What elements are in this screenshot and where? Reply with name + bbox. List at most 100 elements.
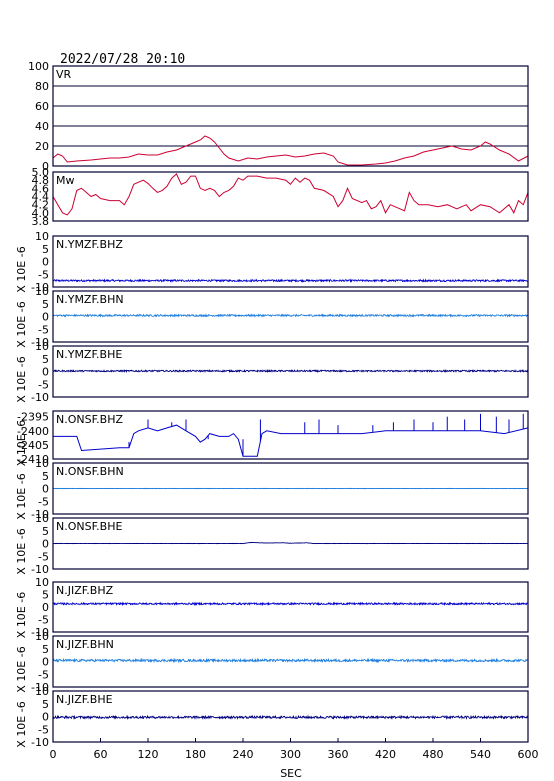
panel-frame	[52, 462, 529, 515]
y-tick-label: 5	[42, 698, 49, 711]
y-tick-label: -10	[31, 681, 49, 694]
y-tick-label: 4.2	[32, 199, 50, 212]
y-tick-label: 5	[42, 353, 49, 366]
panel-frame	[52, 581, 529, 633]
y-tick-label: 3.8	[32, 215, 50, 228]
series-line	[52, 135, 529, 166]
chart-timestamp: 2022/07/28 20:10	[60, 52, 185, 67]
panel-label: N.ONSF.BHE	[56, 520, 122, 533]
y-tick-label: -5	[38, 378, 49, 391]
y-tick-label: -10	[31, 736, 49, 749]
y-tick-label: 100	[28, 60, 49, 73]
series-line	[52, 657, 529, 664]
x-tick-label: 600	[518, 748, 539, 761]
y-tick-label: 80	[35, 80, 49, 93]
y-tick-label: -10	[31, 391, 49, 404]
y-tick-label: -10	[31, 563, 49, 576]
y-axis-label: X 10E -6	[15, 592, 28, 638]
y-tick-label: 0	[42, 656, 49, 669]
panel-frame	[52, 290, 529, 343]
x-tick-label: 0	[50, 748, 57, 761]
y-tick-label: -5	[38, 550, 49, 563]
x-tick-label: 240	[233, 748, 254, 761]
y-tick-label: 40	[35, 120, 49, 133]
y-tick-label: 10	[35, 512, 49, 525]
y-tick-label: 0	[42, 601, 49, 614]
series-line	[52, 714, 529, 720]
y-tick-label: 0	[42, 538, 49, 551]
panel-1: Mw 5.04.84.64.44.24.03.8	[32, 166, 529, 228]
y-tick-label: 5	[42, 589, 49, 602]
y-tick-label: -2405	[17, 439, 49, 452]
y-tick-label: 5	[42, 643, 49, 656]
y-tick-label: 4.0	[32, 207, 50, 220]
y-tick-label: 10	[35, 685, 49, 698]
y-axis-label: X 10E -6	[15, 356, 28, 402]
y-tick-label: -5	[38, 323, 49, 336]
series-line	[52, 173, 529, 216]
y-tick-label: -2395	[17, 411, 49, 424]
panel-label: N.YMZF.BHE	[56, 348, 122, 361]
y-tick-label: 0	[42, 711, 49, 724]
panel-0: VR 100 80 60 40 20 0	[28, 60, 529, 173]
series-line	[53, 424, 529, 457]
y-axis-label: X 10E -6	[15, 246, 28, 292]
y-tick-label: -5	[38, 668, 49, 681]
series-line	[52, 601, 529, 607]
chart-panels: VR100806040200Mw5.04.84.64.44.24.03.8N.Y…	[15, 60, 529, 749]
panel-frame	[52, 410, 529, 460]
y-tick-label: -10	[31, 336, 49, 349]
y-tick-label: 0	[42, 311, 49, 324]
panel-label: N.YMZF.BHZ	[56, 238, 123, 251]
y-axis-label: X 10E -6	[15, 528, 28, 574]
y-axis-label: X 10E -6	[15, 701, 28, 747]
y-tick-label: 10	[35, 457, 49, 470]
x-tick-label: 180	[185, 748, 206, 761]
y-axis-label: X 10E -6	[15, 473, 28, 519]
y-tick-label: -2410	[17, 453, 49, 466]
x-axis-label: SEC	[280, 767, 302, 780]
panel-label: N.JIZF.BHZ	[56, 584, 114, 597]
panel-frame	[52, 517, 529, 570]
y-tick-label: 4.6	[32, 182, 50, 195]
y-tick-label: -5	[38, 495, 49, 508]
panel-label: N.JIZF.BHE	[56, 693, 113, 706]
y-tick-label: 10	[35, 630, 49, 643]
y-tick-label: 10	[35, 576, 49, 589]
y-tick-label: 5.0	[32, 166, 50, 179]
y-tick-label: -5	[38, 723, 49, 736]
series-line	[52, 541, 528, 545]
panel-label: Mw	[56, 174, 75, 187]
y-tick-label: -5	[38, 268, 49, 281]
y-axis-label: X 10E -6	[15, 646, 28, 692]
y-tick-label: 0	[42, 366, 49, 379]
panel-frame	[52, 171, 529, 222]
x-tick-label: 60	[94, 748, 108, 761]
series-line	[52, 313, 529, 318]
y-tick-label: 10	[35, 340, 49, 353]
y-tick-label: -10	[31, 508, 49, 521]
series-line	[52, 278, 529, 284]
y-tick-label: -2400	[17, 425, 49, 438]
panel-label: VR	[56, 68, 72, 81]
y-tick-label: -5	[38, 614, 49, 627]
y-tick-label: 4.8	[32, 174, 50, 187]
panel-label: N.ONSF.BHN	[56, 465, 124, 478]
y-tick-label: 10	[35, 230, 49, 243]
panel-frame	[52, 65, 529, 167]
panel-frame	[52, 635, 529, 688]
panel-frame	[52, 235, 529, 288]
y-tick-label: 10	[35, 285, 49, 298]
x-tick-label: 420	[375, 748, 396, 761]
x-tick-label: 360	[328, 748, 349, 761]
x-tick-label: 120	[138, 748, 159, 761]
